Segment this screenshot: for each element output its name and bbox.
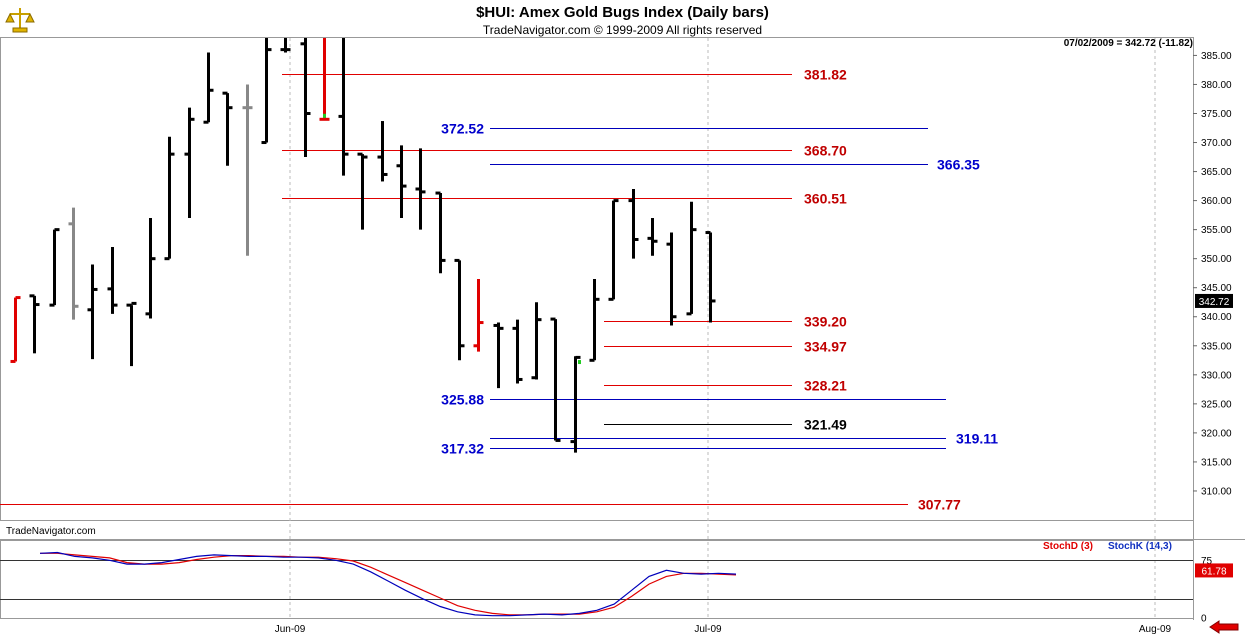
ohlc-bar: [705, 231, 716, 323]
chart-title: $HUI: Amex Gold Bugs Index (Daily bars): [476, 4, 769, 21]
signal-mark: [323, 113, 326, 118]
level-label-360.51: 360.51: [804, 191, 847, 207]
bull-bear-logo-icon[interactable]: [4, 4, 36, 34]
ohlc-bar: [10, 296, 21, 363]
x-tick-label: Aug-09: [1139, 624, 1172, 635]
last-value-label: 342.72: [1199, 297, 1230, 308]
level-label-317.32: 317.32: [441, 441, 484, 457]
x-tick-label: Jun-09: [275, 624, 306, 635]
ohlc-bar: [126, 301, 137, 367]
y-tick-label: 385.00: [1201, 51, 1232, 62]
source-label: TradeNavigator.com: [6, 526, 96, 537]
level-label-381.82: 381.82: [804, 67, 847, 83]
ohlc-bar: [531, 302, 542, 380]
oscillator-panel-frame: [0, 540, 1194, 619]
ohlc-bar: [203, 52, 214, 124]
ohlc-bar: [300, 38, 311, 158]
ohlc-bar: [49, 228, 60, 307]
ohlc-bar: [415, 148, 426, 230]
stoch-line-d: [40, 552, 737, 616]
level-label-368.70: 368.70: [804, 143, 847, 159]
y-tick-label: 370.00: [1201, 138, 1232, 149]
back-arrow-icon[interactable]: [1209, 620, 1239, 634]
ohlc-bar: [550, 317, 561, 442]
chart-copyright: TradeNavigator.com © 1999-2009 All right…: [482, 23, 763, 37]
ohlc-bar: [242, 84, 253, 256]
ohlc-bar: [589, 279, 600, 362]
level-label-307.77: 307.77: [918, 497, 961, 513]
ohlc-bar: [184, 107, 195, 219]
y-tick-label: 375.00: [1201, 109, 1232, 120]
ohlc-bar: [493, 322, 504, 389]
level-label-319.11: 319.11: [956, 431, 998, 447]
y-tick-label: 355.00: [1201, 225, 1232, 236]
ohlc-bar: [570, 355, 581, 453]
level-label-366.35: 366.35: [937, 157, 980, 173]
ohlc-bar: [608, 199, 619, 301]
ohlc-bar: [87, 264, 98, 360]
stoch-line-k: [39, 551, 737, 617]
ohlc-bar: [512, 319, 523, 384]
ohlc-bar: [357, 152, 368, 230]
ohlc-bar: [377, 121, 388, 182]
y-tick-label: 320.00: [1201, 428, 1232, 439]
legend-stoch-d: StochD (3): [1043, 541, 1093, 552]
stoch-last-value-tag: [1195, 563, 1233, 578]
ohlc-bar: [68, 207, 79, 320]
last-value-tag: [1195, 293, 1233, 308]
ohlc-bar: [319, 38, 330, 121]
level-label-321.49: 321.49: [804, 417, 847, 433]
ohlc-bar: [145, 218, 156, 319]
y-tick-label: 310.00: [1201, 486, 1232, 497]
stoch-tick-label: 0: [1201, 614, 1207, 625]
stoch-tick-label: 75: [1201, 556, 1213, 567]
ohlc-bar: [164, 136, 175, 261]
x-tick-label: Jul-09: [694, 624, 722, 635]
y-tick-label: 350.00: [1201, 254, 1232, 265]
y-tick-label: 345.00: [1201, 283, 1232, 294]
price-readout: 07/02/2009 = 342.72 (-11.82): [1063, 38, 1193, 49]
y-tick-label: 365.00: [1201, 167, 1232, 178]
ohlc-bar: [107, 247, 118, 314]
ohlc-bar: [29, 294, 40, 354]
y-tick-label: 315.00: [1201, 457, 1232, 468]
level-label-328.21: 328.21: [804, 378, 847, 394]
stoch-last-value-label: 61.78: [1201, 566, 1226, 577]
level-label-334.97: 334.97: [804, 339, 847, 355]
level-label-339.20: 339.20: [804, 314, 847, 330]
ohlc-bar: [454, 258, 465, 361]
y-tick-label: 340.00: [1201, 312, 1232, 323]
level-label-372.52: 372.52: [441, 121, 484, 137]
ohlc-bar: [666, 232, 677, 326]
y-tick-label: 325.00: [1201, 399, 1232, 410]
signal-mark: [578, 360, 581, 365]
legend-stoch-k: StochK (14,3): [1108, 541, 1172, 552]
ohlc-bar: [222, 91, 233, 166]
y-tick-label: 360.00: [1201, 196, 1232, 207]
ohlc-bar: [686, 201, 697, 316]
level-label-325.88: 325.88: [441, 392, 484, 408]
ohlc-bar: [435, 191, 446, 274]
y-tick-label: 330.00: [1201, 370, 1232, 381]
y-tick-label: 335.00: [1201, 341, 1232, 352]
ohlc-bar: [280, 38, 291, 53]
ohlc-bar: [338, 38, 349, 176]
y-tick-label: 380.00: [1201, 80, 1232, 91]
ohlc-bar: [628, 188, 639, 259]
ohlc-bar: [473, 279, 484, 352]
ohlc-bar: [647, 218, 658, 256]
ohlc-bar: [261, 38, 272, 145]
ohlc-bar: [396, 145, 407, 219]
